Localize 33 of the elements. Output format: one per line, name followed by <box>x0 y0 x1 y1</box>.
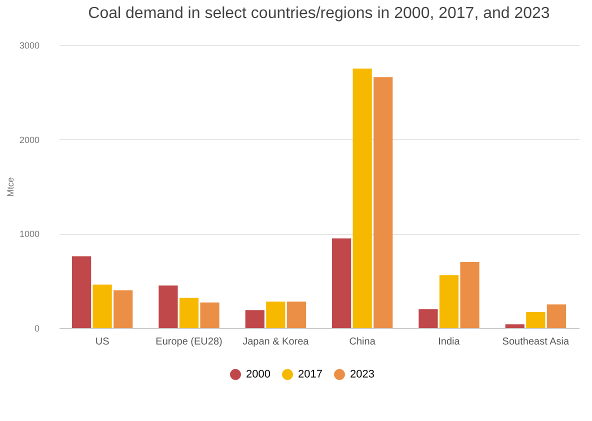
bar <box>332 238 352 328</box>
bar <box>286 302 306 328</box>
bar <box>179 298 199 328</box>
bar <box>266 302 286 328</box>
bar <box>245 310 264 328</box>
legend-label: 2023 <box>350 368 374 381</box>
bar <box>374 77 393 328</box>
bar <box>526 312 546 328</box>
bar <box>439 275 459 328</box>
x-tick-label: China <box>349 336 376 348</box>
chart-title: Coal demand in select countries/regions in 2000, 2017, and 2023 <box>88 5 550 22</box>
bar <box>546 304 566 328</box>
legend-label: 2000 <box>246 368 270 381</box>
y-tick-label: 3000 <box>19 40 40 50</box>
bar <box>200 302 220 328</box>
bar <box>114 290 133 328</box>
bar <box>158 286 178 328</box>
x-tick-label: India <box>438 336 460 348</box>
y-tick-label: 1000 <box>19 229 40 240</box>
y-axis-title: Mtce <box>5 177 16 197</box>
bar <box>352 68 372 328</box>
y-tick-label: 0 <box>34 324 40 334</box>
y-tick-label: 2000 <box>19 134 40 145</box>
bar <box>505 324 524 328</box>
bar <box>72 256 92 328</box>
x-tick-label: Europe (EU28) <box>156 336 222 348</box>
x-tick-label: Southeast Asia <box>502 336 570 348</box>
x-tick-label: US <box>95 336 110 348</box>
x-tick-label: Japan & Korea <box>242 336 310 348</box>
bar <box>460 262 480 328</box>
legend-label: 2017 <box>298 368 322 381</box>
bar <box>92 284 112 328</box>
bar <box>418 309 438 328</box>
